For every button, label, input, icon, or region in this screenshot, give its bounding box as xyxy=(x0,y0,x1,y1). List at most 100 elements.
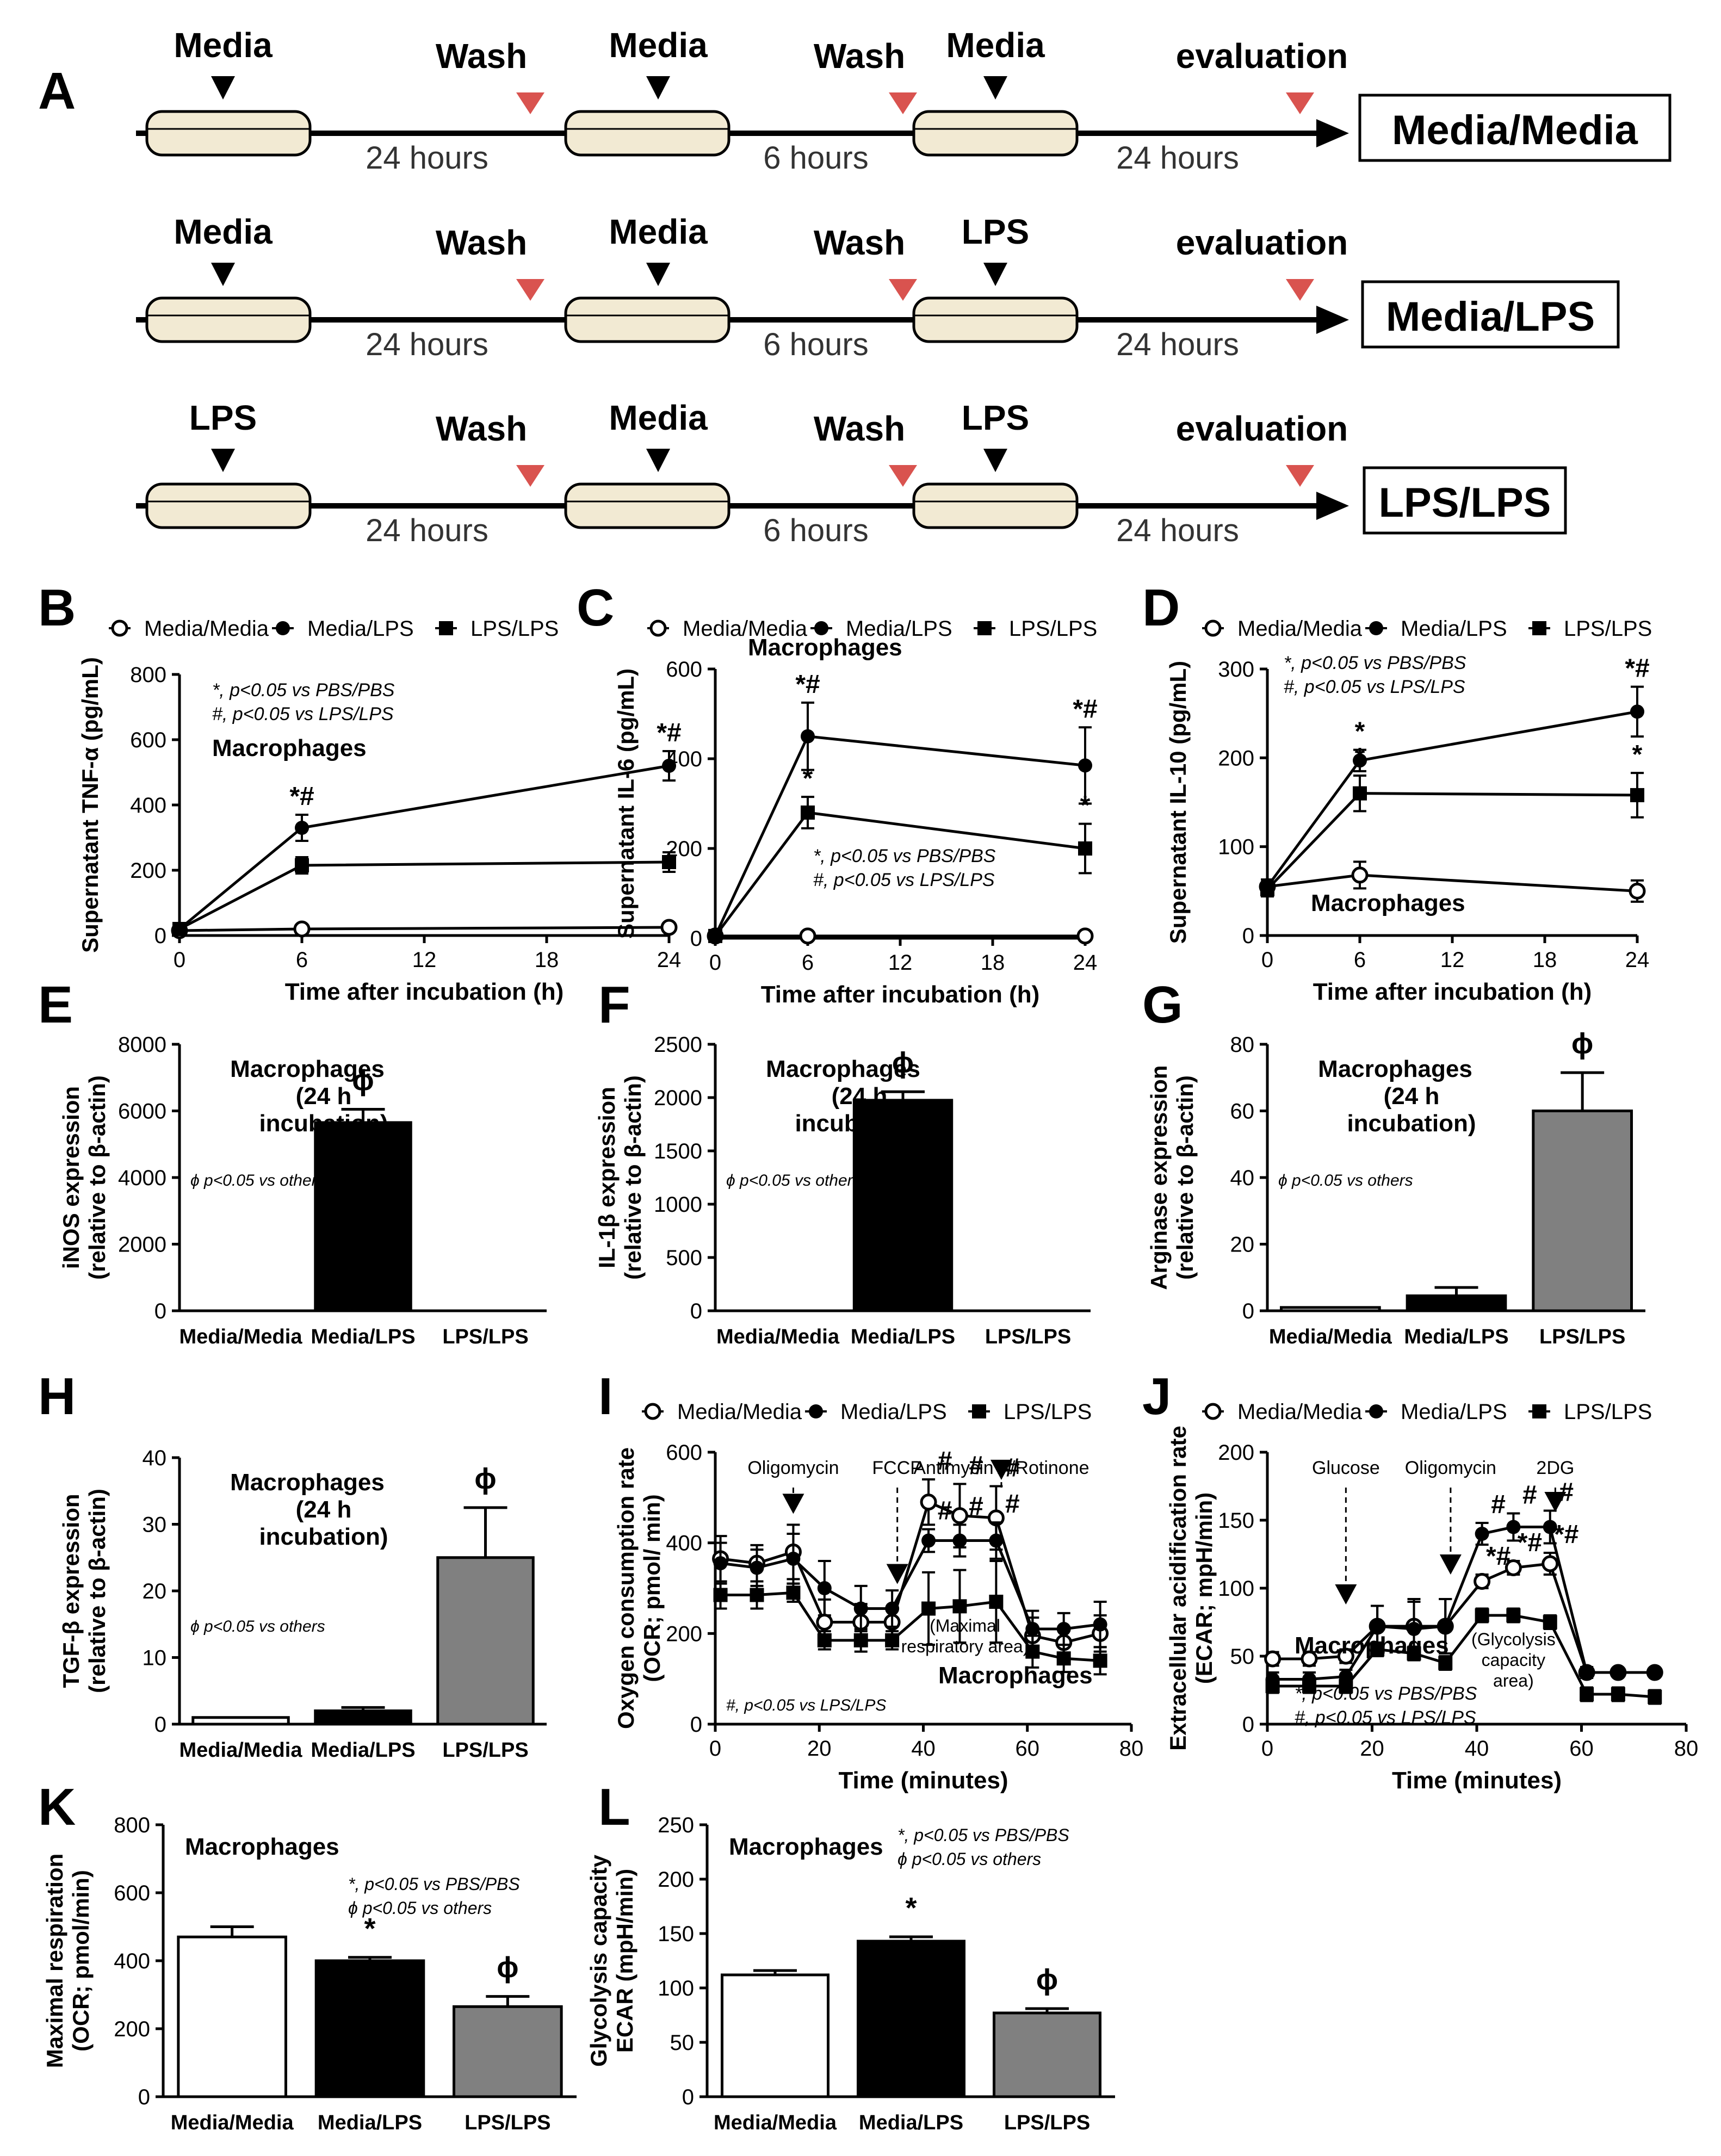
region-label: area) xyxy=(1493,1671,1534,1690)
injection-arrow xyxy=(990,1459,1012,1480)
data-point-square xyxy=(1260,882,1274,897)
step-arrow xyxy=(983,76,1007,100)
result-label: Media/LPS xyxy=(1386,294,1595,340)
timeline-arrowhead xyxy=(1316,492,1349,520)
data-point-filled xyxy=(1630,704,1644,719)
timeline-arrowhead xyxy=(1316,119,1349,147)
legend-label: Media/Media xyxy=(1237,1400,1363,1424)
data-point-open xyxy=(1474,1573,1491,1590)
category-label: LPS/LPS xyxy=(985,1325,1071,1348)
y-tick-label: 400 xyxy=(114,1949,150,1973)
x-tick-label: 6 xyxy=(296,948,308,972)
y-axis-label: (OCR; pmol/ min) xyxy=(639,1494,665,1682)
y-tick-label: 4000 xyxy=(118,1166,166,1190)
y-tick-label: 6000 xyxy=(118,1100,166,1124)
bar xyxy=(993,2011,1101,2098)
x-axis-label: Time (minutes) xyxy=(838,1767,1008,1794)
significance-mark: *# xyxy=(1518,1528,1542,1557)
data-point-filled xyxy=(1078,758,1092,773)
x-tick-label: 0 xyxy=(1261,948,1273,972)
data-point-square xyxy=(1648,1690,1662,1704)
x-tick-label: 24 xyxy=(1625,948,1650,972)
significance-mark: # xyxy=(969,1492,983,1521)
legend-label: Media/LPS xyxy=(846,617,952,641)
significance-mark: *# xyxy=(657,718,681,747)
bar xyxy=(191,1716,290,1726)
significance-mark: * xyxy=(1632,740,1643,769)
bar xyxy=(453,2005,563,2098)
data-point-filled xyxy=(809,1404,823,1418)
series-line xyxy=(178,764,670,930)
category-label: LPS/LPS xyxy=(442,1325,528,1348)
significance-note: #, p<0.05 vs LPS/LPS xyxy=(726,1696,886,1714)
chart-F: F 0 500 1000 1500 2000 2500 IL-1β expression (re… xyxy=(594,976,1091,1348)
significance-mark: ϕ xyxy=(892,1046,914,1079)
data-point-square xyxy=(172,922,187,936)
category-label: LPS/LPS xyxy=(1004,2111,1090,2134)
bar xyxy=(314,1709,412,1726)
significance-note: *, p<0.05 vs PBS/PBS xyxy=(212,680,395,701)
y-axis-label: Supernatant IL-6 (pg/mL) xyxy=(613,668,639,939)
y-tick-label: 600 xyxy=(666,1441,702,1465)
culture-dish xyxy=(912,110,1079,157)
data-point-square xyxy=(1078,841,1092,856)
data-point-open xyxy=(1204,619,1222,637)
y-tick-label: 800 xyxy=(114,1813,150,1837)
y-tick-label: 0 xyxy=(154,1713,166,1737)
series-open xyxy=(707,927,1094,945)
significance-mark: * xyxy=(803,764,813,793)
data-point-filled xyxy=(713,1556,728,1571)
chart-B: B Media/Media Media/LPS LPS/LPS 0 200 400 600 80… xyxy=(38,579,682,1005)
wash-label: Wash xyxy=(814,36,905,76)
panel-label: Macrophages xyxy=(212,735,367,761)
panel-letter: J xyxy=(1142,1367,1171,1426)
protocol-panel: A Media Media Media Wash Wash evaluation 24 hou… xyxy=(38,26,1672,548)
series-square: ** xyxy=(1260,740,1644,898)
region-label: (Maximal xyxy=(930,1616,1000,1635)
wash-arrow xyxy=(1286,92,1314,114)
x-tick-label: 12 xyxy=(1440,948,1465,972)
injection-label: Glucose xyxy=(1312,1458,1380,1478)
culture-dish xyxy=(145,482,312,529)
chart-G: G 0 20 40 60 80 Arginase expression (relative t… xyxy=(1142,976,1645,1348)
bar xyxy=(436,1556,535,1726)
data-point-square xyxy=(952,1599,967,1614)
data-point-filled xyxy=(786,1551,801,1566)
y-tick-label: 20 xyxy=(143,1579,167,1603)
data-point-square xyxy=(1630,788,1644,802)
y-tick-label: 0 xyxy=(682,2085,694,2109)
significance-note: ϕ p<0.05 vs others xyxy=(726,1172,861,1189)
panel-label: (24 h xyxy=(1384,1083,1440,1110)
data-point-filled xyxy=(750,1560,764,1575)
region-label: respiratory area) xyxy=(901,1637,1029,1656)
significance-mark: # xyxy=(938,1447,952,1476)
significance-mark: # xyxy=(1522,1481,1537,1510)
step-label: Media xyxy=(174,212,273,251)
data-point-filled xyxy=(1648,1665,1662,1680)
data-point-square xyxy=(977,621,992,635)
data-point-open xyxy=(799,927,816,945)
wash-label: Wash xyxy=(436,409,527,448)
legend-label: Media/LPS xyxy=(1401,1400,1507,1424)
culture-dish xyxy=(145,296,312,343)
wash-label: Wash xyxy=(814,223,905,262)
data-point-filled xyxy=(1438,1619,1453,1633)
legend-label: Media/Media xyxy=(677,1400,802,1424)
legend-label: Media/Media xyxy=(683,617,808,641)
y-axis-label: Maximal respiration xyxy=(42,1854,67,2068)
data-point-open xyxy=(1351,866,1369,884)
data-point-open xyxy=(660,919,678,936)
category-label: Media/LPS xyxy=(859,2111,963,2134)
data-point-square xyxy=(921,1601,936,1616)
data-point-open xyxy=(644,1403,661,1420)
panel-label: incubation) xyxy=(259,1110,388,1137)
panel-letter: E xyxy=(38,976,73,1034)
data-point-filled xyxy=(1093,1617,1107,1632)
category-label: Media/LPS xyxy=(318,2111,422,2134)
series-line xyxy=(178,860,670,931)
data-point-open xyxy=(1264,1650,1282,1668)
panel-label: incubation) xyxy=(1347,1110,1476,1137)
evaluation-label: evaluation xyxy=(1176,36,1348,76)
wash-arrow xyxy=(1286,279,1314,301)
y-tick-label: 150 xyxy=(1218,1509,1254,1533)
